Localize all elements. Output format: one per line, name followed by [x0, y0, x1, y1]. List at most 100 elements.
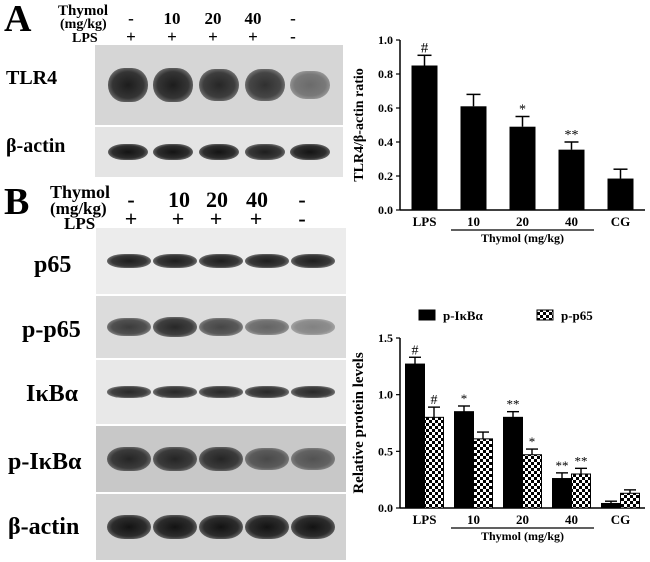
chart-b-xtick-label: LPS	[413, 512, 437, 527]
panel-a-lps-sign-3: +	[248, 27, 258, 46]
chart-tlr4-ratio: 0.0 0.2 0.4 0.6 0.8 1.0 TLR4/β-actin ratio # LPS…	[352, 33, 645, 245]
beta-actin-a-band-3	[244, 144, 285, 160]
beta-actin-b-band-0	[107, 515, 151, 539]
blot-label-ikba: IκBα	[26, 381, 79, 407]
chart-a-group-label: Thymol (mg/kg)	[481, 231, 564, 245]
tlr4-band-0	[107, 68, 148, 102]
chart-b-ytick-label: 1.5	[378, 331, 393, 345]
chart-a-ytick-label: 1.0	[378, 33, 393, 47]
chart-b-ylabel: Relative protein levels	[351, 352, 367, 494]
chart-a-xtick-label: CG	[611, 214, 631, 229]
ikba-band-3	[245, 386, 289, 398]
blot-beta-actin-b	[96, 494, 346, 560]
chart-b-annotation: **	[556, 458, 569, 473]
chart-a-ytick-label: 0.2	[378, 169, 393, 183]
p-p65-band-0	[107, 317, 151, 337]
chart-b-ytick-label: 1.0	[378, 388, 393, 402]
p65-band-3	[245, 254, 289, 268]
blot-p65	[96, 228, 346, 294]
beta-actin-b-band-4	[291, 515, 335, 539]
panel-a-dose-4: -	[290, 9, 296, 28]
chart-a-bar	[558, 149, 585, 210]
chart-b-bar	[522, 454, 542, 509]
p-ikba-band-2	[199, 446, 243, 472]
chart-b-legend-swatch	[536, 309, 554, 321]
blot-label-p65: p65	[34, 252, 72, 278]
panel-a-lps-sign-4: -	[290, 27, 296, 46]
beta-actin-b-band-3	[245, 515, 289, 539]
panel-a-lps-sign-1: +	[167, 27, 177, 46]
panel-a-lps-sign-2: +	[208, 27, 218, 46]
chart-a-annotation: **	[565, 128, 579, 143]
panel-b-lps-sign-2: +	[209, 206, 223, 231]
chart-b-xtick-label: CG	[611, 512, 631, 527]
chart-b-legend-label: p-p65	[561, 308, 593, 323]
ikba-band-1	[153, 386, 197, 398]
p-ikba-band-3	[245, 447, 289, 471]
chart-b-annotation: **	[575, 453, 588, 468]
blot-p-p65	[96, 296, 346, 358]
panel-b-dose-3: 40	[246, 187, 268, 212]
panel-letter-b: B	[4, 181, 30, 223]
ikba-band-0	[107, 386, 151, 398]
chart-b-bar	[473, 438, 493, 509]
chart-a-annotation: *	[519, 103, 526, 118]
chart-a-bar	[509, 126, 536, 210]
panel-b-lps-sign-0: +	[124, 206, 138, 231]
panel-letter-a: A	[4, 0, 32, 40]
panel-b-lps-sign-4: -	[298, 206, 306, 231]
chart-a-xtick-label: 20	[516, 214, 529, 229]
chart-a-bar	[607, 178, 634, 210]
chart-b-annotation: *	[461, 391, 468, 406]
beta-actin-b-band-1	[153, 515, 197, 539]
panel-b-dose-1: 10	[168, 187, 190, 212]
panel-a-dose-2: 20	[204, 9, 222, 28]
panel-a-dose-0: -	[128, 9, 134, 28]
blot-label-p-ikba: p-IκBα	[8, 449, 82, 475]
panel-b-unit-label: (mg/kg)	[50, 199, 107, 218]
p65-band-4	[291, 254, 335, 268]
panel-a-thymol-label: Thymol	[58, 3, 109, 19]
chart-b-bar	[454, 411, 474, 509]
chart-a-ylabel: TLR4/β-actin ratio	[352, 68, 367, 182]
panel-a-dose-1: 10	[163, 9, 181, 28]
p-p65-band-1	[153, 317, 197, 337]
chart-a-xtick-label: 10	[467, 214, 480, 229]
panel-b-dose-4: -	[298, 187, 306, 212]
ikba-band-2	[199, 386, 243, 398]
p65-band-1	[153, 254, 197, 268]
tlr4-band-4	[290, 71, 331, 99]
p-p65-band-4	[291, 319, 335, 335]
chart-b-legend-swatch	[418, 309, 436, 321]
beta-actin-a-band-2	[199, 144, 239, 160]
panel-b-dose-2: 20	[206, 187, 228, 212]
p-p65-band-3	[245, 318, 289, 336]
chart-a-annotation: #	[421, 40, 429, 56]
panel-b-dose-0: -	[127, 187, 135, 212]
chart-b-xtick-label: 40	[565, 512, 578, 527]
panel-a-dose-3: 40	[244, 9, 262, 28]
chart-a-bar	[411, 65, 438, 210]
panel-b-lps-label: LPS	[64, 214, 96, 233]
blot-ikba	[96, 360, 346, 424]
chart-a-xtick-label: 40	[565, 214, 578, 229]
p65-band-0	[107, 254, 151, 268]
p-ikba-band-0	[107, 446, 151, 472]
beta-actin-b-band-2	[199, 515, 243, 539]
blot-p-ikba	[96, 426, 346, 492]
chart-b-bar	[503, 416, 523, 509]
blot-label-beta-actin-a: β-actin	[6, 135, 66, 157]
p-p65-band-2	[199, 318, 243, 336]
chart-b-bar	[405, 363, 425, 509]
chart-a-xtick-label: LPS	[413, 214, 437, 229]
chart-b-bar	[571, 473, 591, 509]
p-ikba-band-1	[153, 446, 197, 472]
chart-b-ytick-label: 0.5	[378, 444, 393, 458]
tlr4-band-1	[153, 68, 194, 102]
tlr4-band-3	[244, 69, 285, 101]
ikba-band-4	[291, 386, 335, 398]
blot-tlr4	[95, 45, 343, 125]
chart-b-annotation: **	[507, 397, 520, 412]
p65-band-2	[199, 254, 243, 268]
chart-b-ytick-label: 0.0	[378, 501, 393, 515]
